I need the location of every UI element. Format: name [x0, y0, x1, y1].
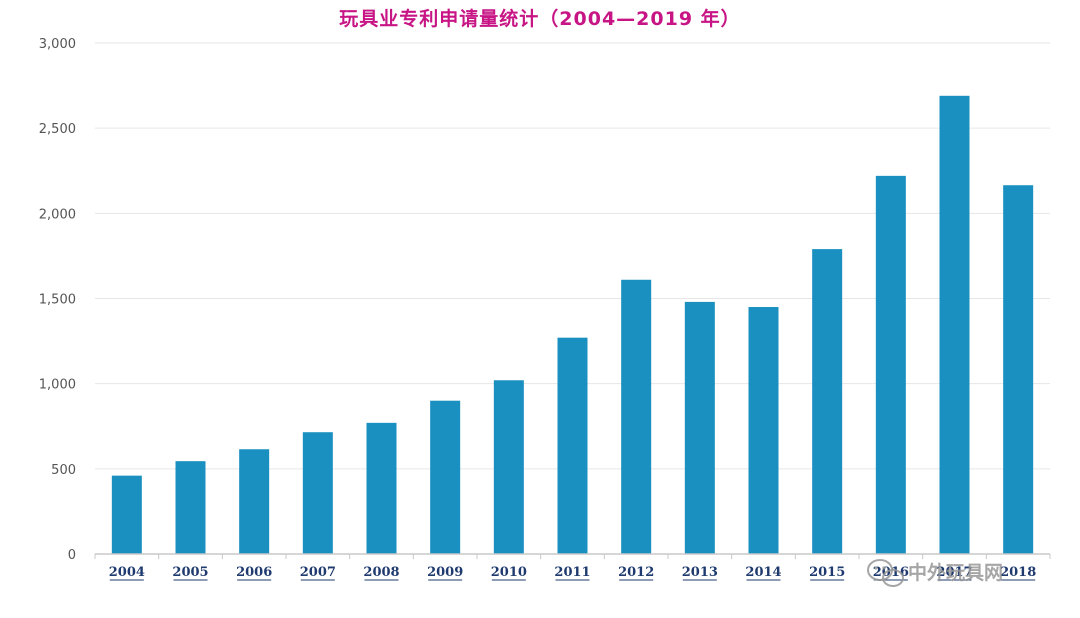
x-tick-label: 2004	[109, 565, 145, 580]
x-axis-ticks: 2004 2005 2006 2007 2008 2009 2010 2011 2012 2013…	[109, 565, 1036, 581]
x-tick-label: 2018	[1000, 565, 1036, 580]
bar-2017	[939, 95, 970, 554]
x-axis	[94, 553, 1051, 559]
y-tick-label: 3,000	[39, 37, 76, 52]
bars	[111, 95, 1034, 555]
chart-title: 玩具业专利申请量统计（2004—2019 年）	[339, 7, 740, 30]
bar-2013	[684, 301, 715, 554]
bar-2009	[430, 400, 461, 554]
y-tick-label: 1,000	[39, 378, 76, 393]
watermark: 中外玩具网	[867, 559, 1003, 587]
bar-2005	[175, 461, 206, 554]
bar-2007	[302, 432, 333, 554]
wechat-icon	[867, 559, 904, 587]
x-tick-label: 2006	[236, 565, 272, 580]
y-tick-label: 500	[51, 463, 76, 478]
x-tick-label: 2008	[363, 565, 399, 580]
x-tick-label: 2007	[300, 565, 336, 580]
bar-2018	[1003, 185, 1034, 554]
y-tick-label: 2,500	[39, 122, 76, 137]
bar-2016	[875, 175, 906, 555]
x-tick-label: 2009	[427, 565, 463, 580]
x-tick-label: 2005	[172, 565, 208, 580]
y-tick-label: 1,500	[39, 293, 76, 308]
y-tick-label: 0	[68, 548, 76, 563]
x-tick-label: 2014	[745, 565, 781, 580]
x-tick-label: 2010	[491, 565, 527, 580]
bar-2011	[557, 337, 588, 554]
x-tick-label: 2015	[809, 565, 845, 580]
y-tick-label: 2,000	[39, 207, 76, 222]
bar-2006	[239, 449, 270, 554]
bar-2008	[366, 422, 397, 554]
bar-2014	[748, 307, 779, 554]
bar-2004	[111, 475, 142, 554]
x-tick-label: 2011	[554, 565, 590, 580]
bar-2010	[493, 380, 524, 554]
bar-2012	[621, 279, 652, 554]
y-axis-ticks: 0 500 1,000 1,500 2,000 2,500 3,000	[39, 37, 76, 563]
bar-2015	[812, 249, 843, 554]
watermark-text: 中外玩具网	[908, 561, 1003, 584]
x-tick-label: 2012	[618, 565, 654, 580]
x-tick-label: 2013	[682, 565, 718, 580]
x-tick-label: 2017	[936, 565, 972, 580]
